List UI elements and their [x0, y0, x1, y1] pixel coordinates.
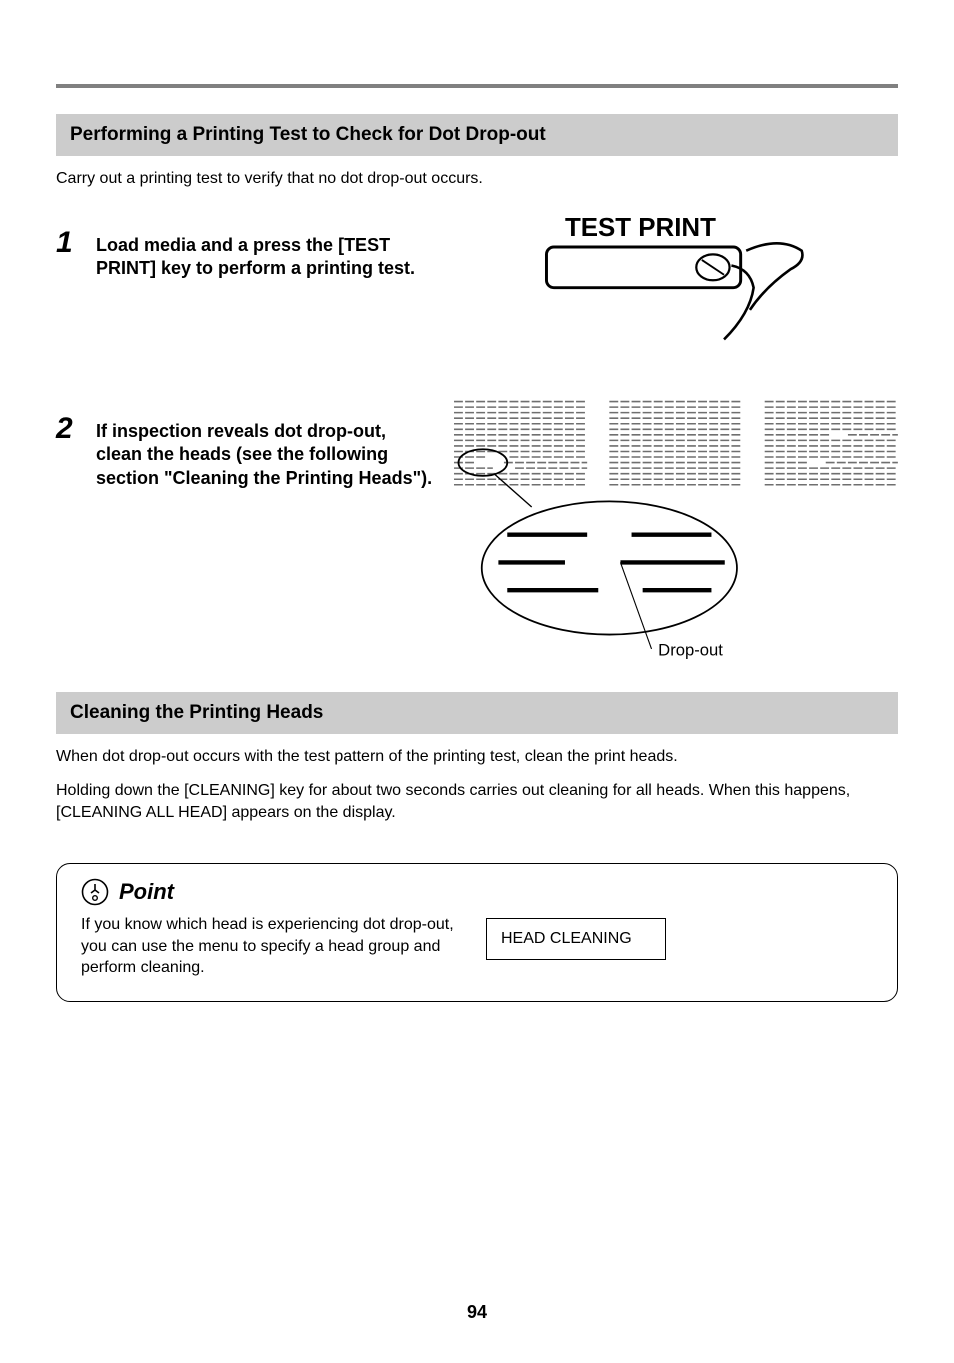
section1-intro: Carry out a printing test to verify that… — [56, 168, 898, 190]
pattern-block-2 — [609, 402, 742, 485]
section2-p2: Holding down the [CLEANING] key for abou… — [56, 780, 898, 823]
point-box: Point If you know which head is experien… — [56, 863, 898, 1002]
section2-p2-part1: Holding down the [CLEANING] key for abou… — [56, 782, 850, 799]
step2-row: 2 If inspection reveals dot drop-out, cl… — [56, 396, 898, 662]
step1-number: 1 — [56, 228, 86, 258]
top-rule — [56, 84, 898, 88]
page-content: Performing a Printing Test to Check for … — [0, 114, 954, 1363]
figure-test-print-button: TEST PRINT — [454, 210, 898, 376]
section1-title: Performing a Printing Test to Check for … — [56, 114, 898, 156]
lcd-display: HEAD CLEANING — [486, 918, 666, 960]
magnifier-ellipse — [482, 501, 737, 634]
pattern-block-1 — [454, 402, 587, 485]
step1-text: Load media and a press the [TEST PRINT] … — [96, 228, 434, 281]
step1-row: 1 Load media and a press the [TEST PRINT… — [56, 210, 898, 376]
point-label: Point — [119, 879, 174, 905]
section2-p2-part2: appears on the display. — [227, 804, 396, 821]
pattern-block-3 — [765, 402, 898, 485]
dropout-callout: Drop-out — [658, 641, 723, 660]
section2-p1: When dot drop-out occurs with the test p… — [56, 746, 898, 768]
test-print-label: TEST PRINT — [565, 213, 716, 241]
point-heading: Point — [81, 878, 873, 906]
section2-title: Cleaning the Printing Heads — [56, 692, 898, 734]
step2-number: 2 — [56, 414, 86, 444]
page-number: 94 — [56, 1302, 898, 1363]
section2-p2-code: [CLEANING ALL HEAD] — [56, 804, 227, 821]
figure-nozzle-pattern: Drop-out — [454, 396, 898, 662]
point-icon — [81, 878, 109, 906]
step2-text: If inspection reveals dot drop-out, clea… — [96, 414, 434, 490]
point-text: If you know which head is experiencing d… — [81, 914, 468, 979]
